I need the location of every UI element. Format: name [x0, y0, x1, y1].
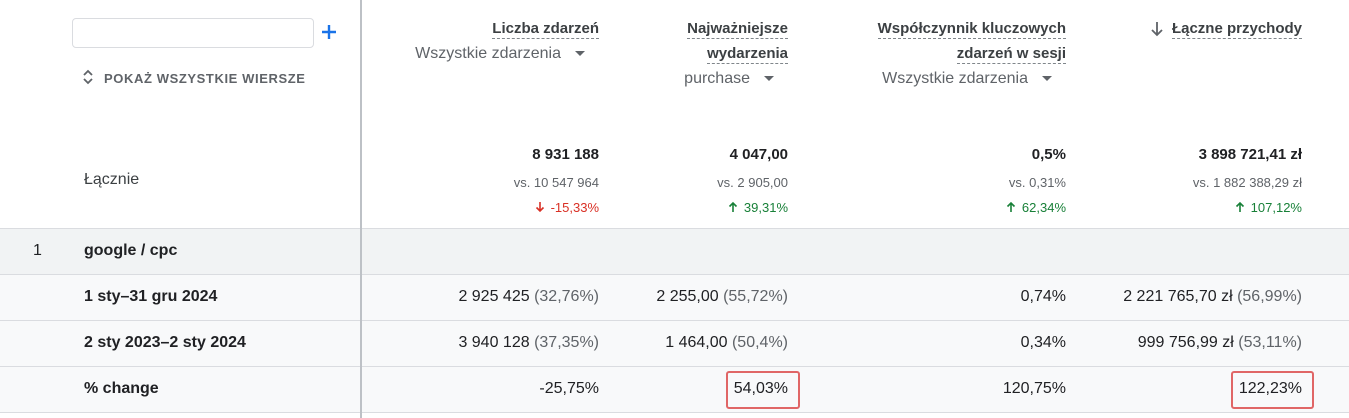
row-bottom-border — [0, 412, 1349, 413]
share-text: (56,99%) — [1237, 288, 1302, 305]
share-text: (53,11%) — [1238, 334, 1302, 351]
expand-icon — [83, 69, 93, 85]
change-text: 107,12% — [1250, 200, 1302, 215]
cell-value: 1 464,00 (50,4%) — [665, 334, 788, 352]
cell-value: 999 756,99 zł (53,11%) — [1138, 334, 1302, 352]
row-background — [0, 228, 1349, 275]
row-label: % change — [84, 380, 159, 397]
comparison-value: vs. 0,31% — [1008, 175, 1066, 190]
dropdown-arrow — [764, 76, 774, 82]
row-label: google / cpc — [84, 242, 178, 259]
total-value: 0,5% — [1031, 146, 1066, 163]
column-title: wydarzenia — [707, 45, 788, 64]
cell-value: 54,03% — [734, 380, 788, 398]
value-text: 999 756,99 zł — [1137, 334, 1234, 351]
comparison-value: vs. 2 905,00 — [717, 175, 788, 190]
row-index: 1 — [33, 242, 42, 259]
selector-text: purchase — [684, 70, 750, 87]
dropdown-arrow — [1042, 76, 1052, 82]
change-arrow — [1006, 201, 1015, 212]
highlight-box — [1231, 371, 1314, 409]
value-text: 2 255,00 — [656, 288, 719, 305]
share-text: (32,76%) — [534, 288, 599, 305]
total-value: 3 898 721,41 zł — [1198, 146, 1302, 163]
total-value: 8 931 188 — [532, 146, 599, 163]
value-text: 3 940 128 — [458, 334, 530, 351]
share-text: (50,4%) — [731, 334, 788, 351]
row-label: 2 sty 2023–2 sty 2024 — [84, 334, 246, 351]
value-text: 0,34% — [1020, 334, 1066, 351]
row-background — [0, 274, 1349, 321]
value-text: 2 221 765,70 zł — [1123, 288, 1233, 305]
cell-value: 3 940 128 (37,35%) — [458, 334, 599, 352]
add-button[interactable] — [320, 23, 338, 41]
change-arrow — [728, 201, 737, 212]
value-text: 1 464,00 — [665, 334, 728, 351]
comparison-value: vs. 1 882 388,29 zł — [1192, 175, 1302, 190]
row-label: 1 sty–31 gru 2024 — [84, 288, 218, 305]
column-title: Liczba zdarzeń — [492, 20, 599, 39]
share-text: (55,72%) — [723, 288, 788, 305]
value-text: 2 925 425 — [458, 288, 530, 305]
share-text: (37,35%) — [534, 334, 599, 351]
cell-value: 2 925 425 (32,76%) — [458, 288, 599, 306]
selector-text: Wszystkie zdarzenia — [882, 70, 1028, 87]
cell-value: 120,75% — [1003, 380, 1066, 398]
column-title: zdarzeń w sesji — [956, 45, 1066, 64]
metric-selector[interactable]: purchase — [684, 70, 774, 88]
column-title: Współczynnik kluczowych — [877, 20, 1066, 39]
cell-value: 2 221 765,70 zł (56,99%) — [1123, 288, 1302, 306]
column-title: Najważniejsze — [687, 20, 788, 39]
column-divider — [360, 0, 362, 418]
cell-value: 122,23% — [1239, 380, 1302, 398]
change-arrow — [1235, 201, 1244, 212]
value-text: 54,03% — [733, 380, 788, 397]
cell-value: 2 255,00 (55,72%) — [656, 288, 788, 306]
change-text: -15,33% — [550, 200, 599, 215]
column-title: Łączne przychody — [1171, 20, 1302, 39]
change-value: 62,34% — [1006, 200, 1066, 215]
value-text: -25,75% — [539, 380, 599, 397]
cell-value: 0,34% — [1021, 334, 1066, 352]
sort-arrow[interactable] — [1150, 21, 1164, 37]
change-arrow — [535, 202, 544, 213]
change-value: 39,31% — [728, 200, 788, 215]
cell-value: -25,75% — [539, 380, 599, 398]
value-text: 120,75% — [1002, 380, 1066, 397]
search-box[interactable] — [72, 18, 314, 48]
metric-selector[interactable]: Wszystkie zdarzenia — [882, 70, 1052, 88]
cell-value: 0,74% — [1021, 288, 1066, 306]
row-background — [0, 320, 1349, 367]
total-value: 4 047,00 — [729, 146, 788, 163]
dropdown-arrow — [575, 51, 585, 57]
change-text: 62,34% — [1021, 200, 1066, 215]
change-value: 107,12% — [1235, 200, 1302, 215]
highlight-box — [726, 371, 800, 409]
value-text: 0,74% — [1020, 288, 1066, 305]
metric-selector[interactable]: Wszystkie zdarzenia — [415, 45, 585, 63]
change-text: 39,31% — [743, 200, 788, 215]
selector-text: Wszystkie zdarzenia — [415, 45, 561, 62]
change-value: -15,33% — [535, 200, 599, 215]
value-text: 122,23% — [1238, 380, 1302, 397]
comparison-value: vs. 10 547 964 — [513, 175, 599, 190]
totals-label: Łącznie — [84, 171, 140, 188]
show-all-rows[interactable]: POKAŻ WSZYSTKIE WIERSZE — [104, 71, 306, 86]
row-background — [0, 366, 1349, 413]
